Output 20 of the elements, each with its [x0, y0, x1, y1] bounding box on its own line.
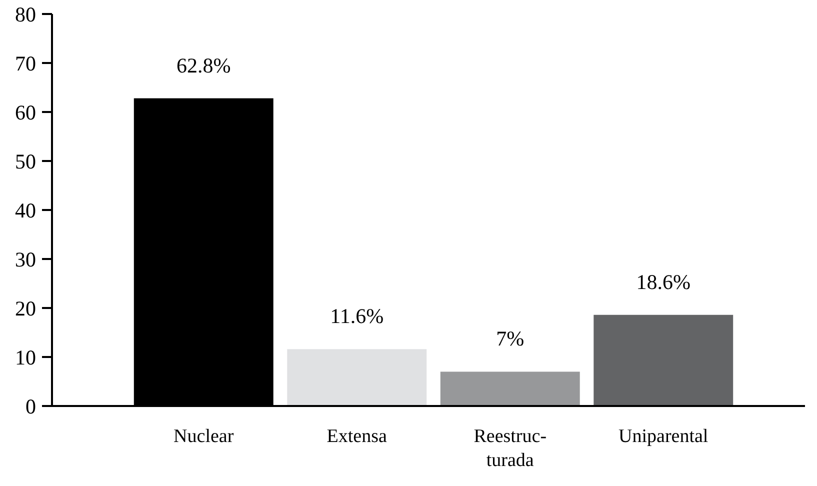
data-label: 62.8% [176, 53, 231, 78]
y-tick-label: 80 [15, 2, 36, 26]
x-tick-label: Nuclear [174, 426, 234, 447]
y-tick-label: 10 [15, 345, 36, 370]
y-tick-label: 30 [15, 247, 36, 272]
y-tick-label: 70 [15, 51, 36, 76]
data-label: 7% [496, 326, 524, 351]
y-tick-label: 50 [15, 149, 36, 174]
x-tick-label: Reestruc- turada [474, 426, 547, 471]
y-tick-label: 0 [26, 394, 36, 418]
bar [287, 349, 427, 406]
y-tick-label: 20 [15, 296, 36, 320]
x-tick-label: Extensa [326, 426, 388, 447]
y-tick-label: 40 [15, 198, 36, 222]
bar [594, 314, 734, 406]
bar [440, 372, 580, 406]
x-tick-label: Uniparental [618, 426, 708, 447]
y-tick-label: 60 [15, 100, 36, 124]
data-label: 11.6% [330, 304, 384, 328]
data-label: 18.6% [636, 270, 690, 294]
